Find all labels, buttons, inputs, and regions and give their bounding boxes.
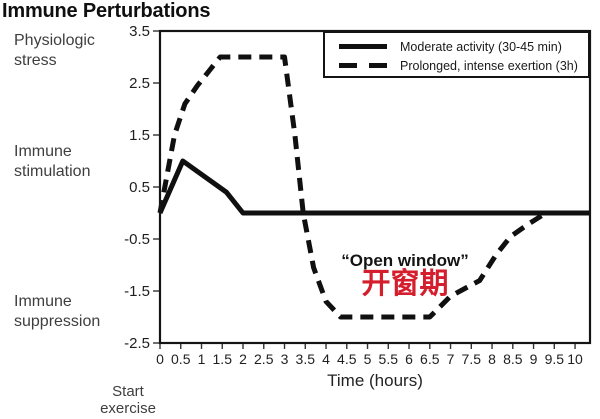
annotation-open-window: “Open window” [341, 251, 469, 270]
legend-label: Moderate activity (30-45 min) [400, 39, 562, 54]
legend-row-moderate: Moderate activity (30-45 min) [339, 37, 588, 56]
side-label-line: stimulation [14, 163, 91, 180]
y-category-physiologic-stress: Physiologic stress [14, 31, 95, 71]
series-solid-line [157, 158, 590, 216]
x-tick-label: 0 [156, 351, 164, 367]
x-tick-label: 4 [322, 351, 330, 367]
y-tick-label: -1.5 [124, 283, 150, 300]
y-tick-label: -0.5 [124, 231, 150, 248]
y-tick-label: 0.5 [129, 179, 150, 196]
side-label-line: Physiologic [14, 32, 95, 49]
y-tick-label: -2.5 [124, 335, 150, 352]
legend-label: Prolonged, intense exertion (3h) [400, 58, 578, 73]
x-tick-label: 4.5 [337, 351, 357, 367]
y-tick-label: 2.5 [129, 75, 150, 92]
x-tick-label: 1.5 [213, 351, 233, 367]
x-axis-title: Time (hours) [327, 371, 423, 390]
start-exercise-line: Start [112, 383, 144, 400]
x-tick-label: 10 [567, 351, 583, 367]
x-tick-label: 9.5 [545, 351, 565, 367]
y-category-immune-stimulation: Immune stimulation [14, 142, 90, 182]
side-label-line: suppression [14, 313, 101, 330]
figure-title: Immune Perturbations [2, 0, 211, 22]
y-tick-label: 1.5 [129, 127, 150, 144]
x-tick-label: 3 [281, 351, 289, 367]
x-tick-label: 5.5 [379, 351, 399, 367]
x-tick-label: 8.5 [503, 351, 523, 367]
side-label-line: Immune [14, 293, 72, 310]
y-category-immune-suppression: Immune suppression [14, 292, 100, 332]
x-tick-label: 9 [530, 351, 538, 367]
x-tick-label: 7 [447, 351, 455, 367]
x-tick-label: 6.5 [420, 351, 440, 367]
x-tick-label: 5 [364, 351, 372, 367]
start-exercise-label: Start exercise [83, 383, 173, 417]
x-tick-label: 2.5 [254, 351, 274, 367]
x-tick-label: 1 [198, 351, 206, 367]
x-tick-label: 2 [239, 351, 247, 367]
x-tick-label: 7.5 [462, 351, 482, 367]
legend: Moderate activity (30-45 min) Prolonged,… [323, 31, 590, 78]
x-tick-label: 6 [405, 351, 413, 367]
y-tick-label: 3.5 [129, 23, 150, 40]
annotation-open-window-chinese: 开窗期 [361, 268, 449, 300]
x-tick-label: 0.5 [171, 351, 191, 367]
x-tick-label: 3.5 [296, 351, 316, 367]
series-dashed-line [157, 54, 590, 320]
solid-line-swatch [339, 44, 387, 49]
dashed-line-swatch [339, 63, 387, 68]
legend-row-prolonged: Prolonged, intense exertion (3h) [339, 56, 588, 75]
x-tick-label: 8 [488, 351, 496, 367]
side-label-line: Immune [14, 143, 72, 160]
start-exercise-line: exercise [100, 400, 156, 417]
side-label-line: stress [14, 52, 57, 69]
